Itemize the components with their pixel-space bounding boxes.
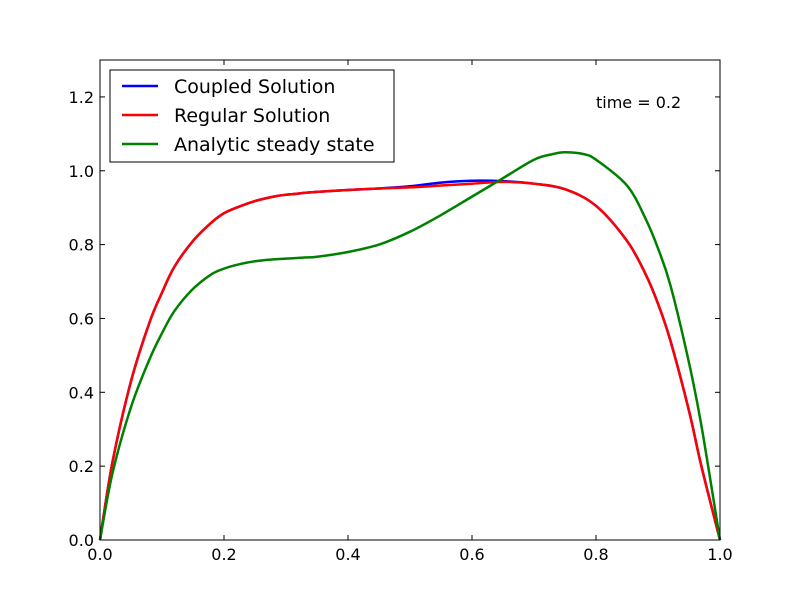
x-tick-label: 0.6 xyxy=(459,545,484,564)
y-tick-label: 0.6 xyxy=(69,309,94,328)
y-tick-label: 0.4 xyxy=(69,383,94,402)
legend-items: Coupled Solution Regular Solution Analytic… xyxy=(122,76,375,156)
legend-label-2: Analytic steady state xyxy=(174,134,375,156)
time-annotation: time = 0.2 xyxy=(596,93,681,112)
x-tick-label: 0.0 xyxy=(87,545,112,564)
plot-lines xyxy=(98,151,722,541)
x-tick-label: 0.2 xyxy=(211,545,236,564)
y-tick-label: 0.8 xyxy=(69,236,94,255)
y-tick-label: 0.2 xyxy=(69,457,94,476)
y-tick-label: 1.2 xyxy=(69,88,94,107)
legend: Coupled Solution Regular Solution Analytic… xyxy=(109,69,395,163)
x-tick-label: 0.8 xyxy=(583,545,608,564)
axis-ticks xyxy=(99,60,721,541)
tick-labels: 0.0 0.2 0.4 0.6 0.8 1.0 0.0 0.2 0.4 0.6 0.8 1.0 1.2 xyxy=(69,88,733,564)
series-line-2 xyxy=(98,151,722,541)
series-line-1 xyxy=(98,180,722,541)
y-tick-label: 0.0 xyxy=(69,531,94,550)
axes-frame xyxy=(99,59,721,541)
legend-label-1: Regular Solution xyxy=(174,105,330,127)
y-tick-label: 1.0 xyxy=(69,162,94,181)
legend-label-0: Coupled Solution xyxy=(174,76,335,98)
x-tick-label: 0.4 xyxy=(335,545,360,564)
x-tick-label: 1.0 xyxy=(707,545,732,564)
